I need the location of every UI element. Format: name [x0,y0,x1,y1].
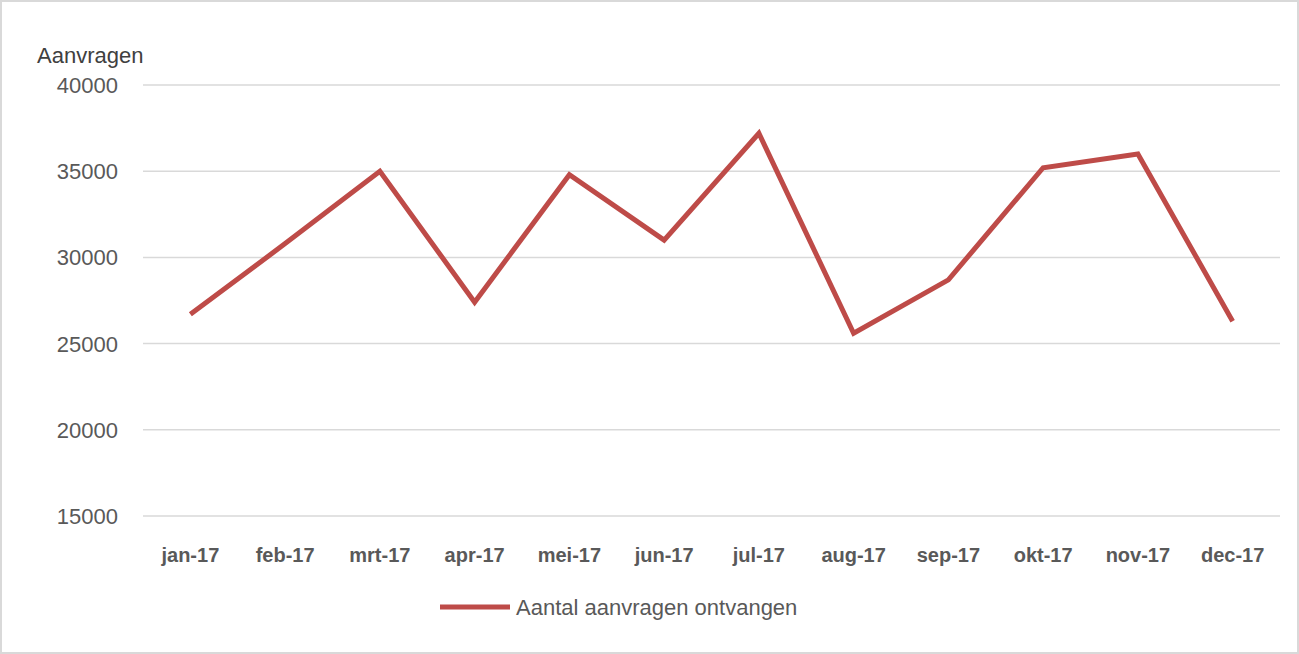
y-tick-label: 35000 [57,159,118,184]
plot-area [190,133,1232,333]
x-tick-label: mei-17 [538,544,601,566]
grid-line [143,343,1280,345]
x-tick-label: sep-17 [917,544,980,566]
legend-label: Aantal aanvragen ontvangen [516,595,797,620]
y-tick-label: 30000 [57,245,118,270]
grid-line [143,515,1280,517]
x-tick-label: apr-17 [445,544,505,566]
grid-line [143,257,1280,259]
grid-line [143,429,1280,431]
x-tick-label: okt-17 [1014,544,1073,566]
y-tick-label: 20000 [57,418,118,443]
x-tick-label: jul-17 [732,544,785,566]
series-line [190,133,1232,333]
chart: 15000 20000 25000 30000 35000 40000 Aanvragen j… [0,0,1299,654]
x-tick-label: jan-17 [160,544,219,566]
y-tick-label: 15000 [57,504,118,529]
y-axis-label: Aanvragen [37,43,143,68]
x-tick-label: mrt-17 [349,544,410,566]
grid-line [143,170,1280,172]
x-tick-label: feb-17 [256,544,315,566]
x-tick-label: nov-17 [1106,544,1170,566]
frame [1,1,1298,653]
grid-line [143,84,1280,86]
y-tick-label: 25000 [57,332,118,357]
x-tick-label: dec-17 [1201,544,1264,566]
y-tick-label: 40000 [57,73,118,98]
x-tick-label: aug-17 [821,544,885,566]
x-tick-label: jun-17 [634,544,694,566]
legend-swatch [440,605,510,610]
